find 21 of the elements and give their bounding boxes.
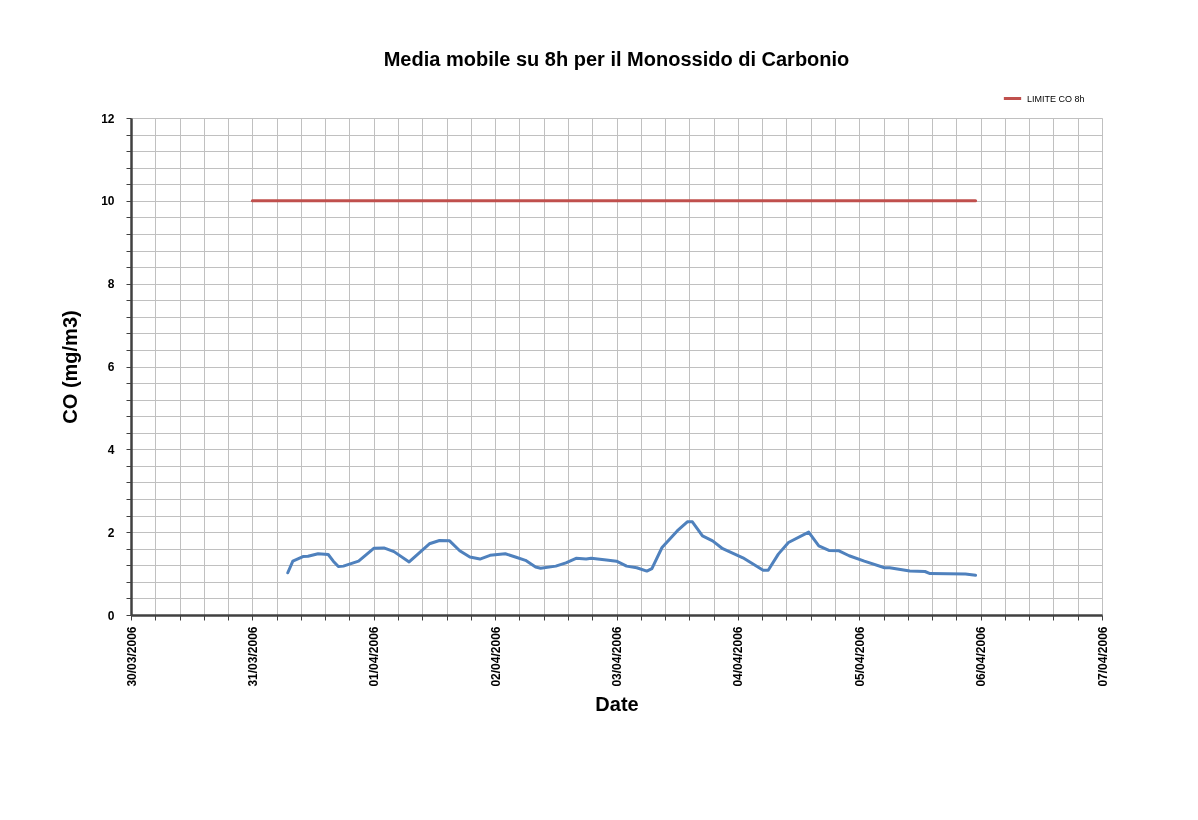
chart-title: Media mobile su 8h per il Monossido di Carbonio xyxy=(383,48,850,70)
y-tick-label: 6 xyxy=(107,360,115,374)
x-tick-label: 07/04/2006 xyxy=(1095,626,1110,687)
x-tick-label: 04/04/2006 xyxy=(731,626,746,687)
x-axis-title: Date xyxy=(595,692,639,715)
legend-label: LIMITE CO 8h xyxy=(1027,93,1085,104)
x-tick-label: 05/04/2006 xyxy=(852,626,867,687)
y-axis-title: CO (mg/m3) xyxy=(59,310,82,424)
x-tick-label: 31/03/2006 xyxy=(245,626,260,687)
y-tick-label: 8 xyxy=(107,277,115,292)
x-tick-label: 01/04/2006 xyxy=(367,626,382,687)
x-tick-label: 02/04/2006 xyxy=(488,626,503,687)
line-series xyxy=(286,520,978,577)
y-tick-label: 12 xyxy=(101,111,115,126)
y-tick-label: 2 xyxy=(107,525,115,540)
x-tick-label: 03/04/2006 xyxy=(610,626,624,687)
x-tick-label: 06/04/2006 xyxy=(974,626,989,687)
y-tick-label: 10 xyxy=(101,194,115,209)
x-tick-label: 30/03/2006 xyxy=(124,626,139,687)
y-tick-label: 4 xyxy=(107,442,115,457)
y-tick-label: 0 xyxy=(107,608,115,623)
